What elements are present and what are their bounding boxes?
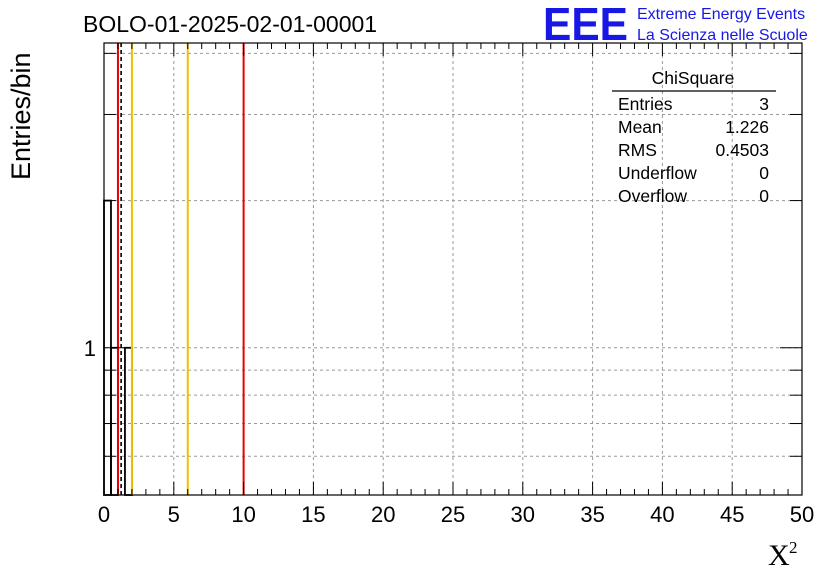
y-tick-labels: 1 bbox=[84, 336, 96, 361]
stats-box: ChiSquare Entries 3 Mean 1.226 RMS 0.450… bbox=[612, 68, 776, 206]
x-tick-label: 25 bbox=[441, 502, 465, 527]
x-tick-label: 20 bbox=[371, 502, 395, 527]
eee-logo-line2: La Scienza nelle Scuole bbox=[637, 27, 808, 44]
x-axis-label: X 2 bbox=[768, 538, 798, 572]
stats-underflow-label: Underflow bbox=[618, 163, 697, 183]
x-tick-label: 0 bbox=[98, 502, 110, 527]
x-tick-labels: 0 5 10 15 20 25 30 35 40 45 50 bbox=[98, 502, 814, 527]
reference-lines bbox=[116, 43, 245, 495]
stats-box-title: ChiSquare bbox=[652, 68, 735, 88]
axis-ticks bbox=[103, 43, 803, 495]
x-axis-label-text: X bbox=[768, 539, 790, 572]
x-tick-label: 45 bbox=[720, 502, 744, 527]
x-tick-label: 35 bbox=[580, 502, 604, 527]
eee-logo-mark: EEE bbox=[543, 0, 628, 50]
stats-overflow-label: Overflow bbox=[618, 186, 687, 206]
stats-rms-value: 0.4503 bbox=[715, 140, 769, 160]
stats-mean-label: Mean bbox=[618, 117, 662, 137]
stats-rms-label: RMS bbox=[618, 140, 657, 160]
x-tick-label: 50 bbox=[790, 502, 814, 527]
grid bbox=[104, 43, 802, 495]
stats-entries-value: 3 bbox=[759, 94, 769, 114]
x-tick-label: 10 bbox=[231, 502, 255, 527]
y-axis-label: Entries/bin bbox=[6, 52, 36, 180]
eee-logo: EEE Extreme Energy Events La Scienza nel… bbox=[543, 0, 808, 50]
eee-logo-line1: Extreme Energy Events bbox=[637, 6, 805, 23]
y-tick-label: 1 bbox=[84, 336, 96, 361]
stats-entries-label: Entries bbox=[618, 94, 673, 114]
stats-overflow-value: 0 bbox=[759, 186, 769, 206]
x-axis-label-superscript: 2 bbox=[789, 538, 798, 557]
chart-title: BOLO-01-2025-02-01-00001 bbox=[83, 11, 377, 37]
x-tick-label: 15 bbox=[301, 502, 325, 527]
x-tick-label: 5 bbox=[168, 502, 180, 527]
x-tick-label: 40 bbox=[650, 502, 674, 527]
stats-underflow-value: 0 bbox=[759, 163, 769, 183]
stats-mean-value: 1.226 bbox=[725, 117, 769, 137]
x-tick-label: 30 bbox=[511, 502, 535, 527]
